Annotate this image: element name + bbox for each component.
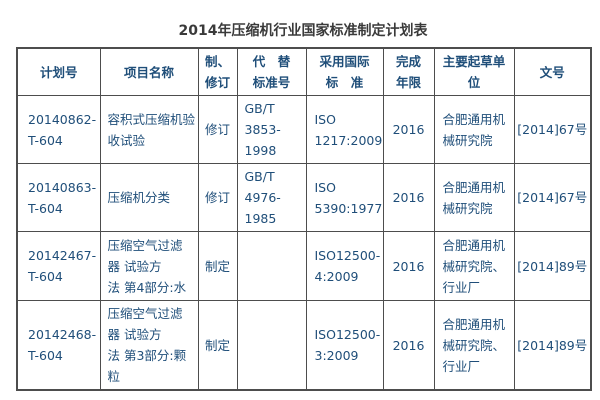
cell-intl-standard: ISO12500- 4:2009 bbox=[305, 231, 384, 301]
table-row: 20142468- T-604 压缩空气过滤 器 试验方 法 第3部分:颗 粒 … bbox=[16, 300, 592, 391]
cell-completion-year: 2016 bbox=[382, 231, 435, 301]
cell-project-name: 容积式压缩机验 收试验 bbox=[99, 95, 199, 164]
cell-revision-type: 修订 bbox=[197, 163, 238, 232]
cell-doc-no: [2014]89号 bbox=[513, 231, 592, 301]
cell-project-name: 压缩机分类 bbox=[99, 163, 199, 232]
cell-plan-no: 20140862- T-604 bbox=[16, 95, 101, 164]
cell-replaced-standard bbox=[236, 300, 307, 391]
cell-plan-no: 20142467- T-604 bbox=[16, 231, 101, 301]
cell-project-name: 压缩空气过滤 器 试验方 法 第4部分:水 bbox=[99, 231, 199, 301]
col-header-revision-type: 制、 修订 bbox=[197, 47, 238, 96]
page-title: 2014年压缩机行业国家标准制定计划表 bbox=[178, 23, 428, 39]
cell-completion-year: 2016 bbox=[382, 163, 435, 232]
cell-intl-standard: ISO 1217:2009 bbox=[305, 95, 384, 164]
cell-drafting-unit: 合肥通用机 械研究院、 行业厂 bbox=[433, 300, 515, 391]
cell-completion-year: 2016 bbox=[382, 95, 435, 164]
cell-drafting-unit: 合肥通用机 械研究院、 行业厂 bbox=[433, 231, 515, 301]
cell-replaced-standard bbox=[236, 231, 307, 301]
cell-doc-no: [2014]89号 bbox=[513, 300, 592, 391]
cell-plan-no: 20142468- T-604 bbox=[16, 300, 101, 391]
cell-intl-standard: ISO 5390:1977 bbox=[305, 163, 384, 232]
cell-revision-type: 制定 bbox=[197, 231, 238, 301]
cell-replaced-standard: GB/T 4976- 1985 bbox=[236, 163, 307, 232]
col-header-replaced-standard-no: 代 替 标准号 bbox=[236, 47, 307, 96]
col-header-completion-year: 完成 年限 bbox=[382, 47, 435, 96]
table-row: 20140862- T-604 容积式压缩机验 收试验 修订 GB/T 3853… bbox=[16, 95, 592, 164]
col-header-intl-standard: 采用国际 标 准 bbox=[305, 47, 384, 96]
cell-replaced-standard: GB/T 3853- 1998 bbox=[236, 95, 307, 164]
cell-intl-standard: ISO12500- 3:2009 bbox=[305, 300, 384, 391]
table-row: 20140863- T-604 压缩机分类 修订 GB/T 4976- 1985… bbox=[16, 163, 592, 232]
cell-plan-no: 20140863- T-604 bbox=[16, 163, 101, 232]
cell-drafting-unit: 合肥通用机 械研究院 bbox=[433, 163, 515, 232]
cell-revision-type: 修订 bbox=[197, 95, 238, 164]
cell-revision-type: 制定 bbox=[197, 300, 238, 391]
document-page: 2014年压缩机行业国家标准制定计划表 计划号 项目名称 制、 修订 代 替 标… bbox=[16, 0, 592, 391]
table-header-row: 计划号 项目名称 制、 修订 代 替 标准号 采用国际 标 准 完成 年限 主要… bbox=[16, 47, 592, 96]
cell-drafting-unit: 合肥通用机 械研究院 bbox=[433, 95, 515, 164]
cell-completion-year: 2016 bbox=[382, 300, 435, 391]
col-header-drafting-unit: 主要起草单 位 bbox=[433, 47, 515, 96]
cell-doc-no: [2014]67号 bbox=[513, 95, 592, 164]
cell-doc-no: [2014]67号 bbox=[513, 163, 592, 232]
table-row: 20142467- T-604 压缩空气过滤 器 试验方 法 第4部分:水 制定… bbox=[16, 231, 592, 301]
col-header-plan-no: 计划号 bbox=[16, 47, 101, 96]
col-header-project-name: 项目名称 bbox=[99, 47, 199, 96]
col-header-doc-no: 文号 bbox=[513, 47, 592, 96]
standard-plan-table: 计划号 项目名称 制、 修订 代 替 标准号 采用国际 标 准 完成 年限 主要… bbox=[16, 47, 592, 391]
cell-project-name: 压缩空气过滤 器 试验方 法 第3部分:颗 粒 bbox=[99, 300, 199, 391]
